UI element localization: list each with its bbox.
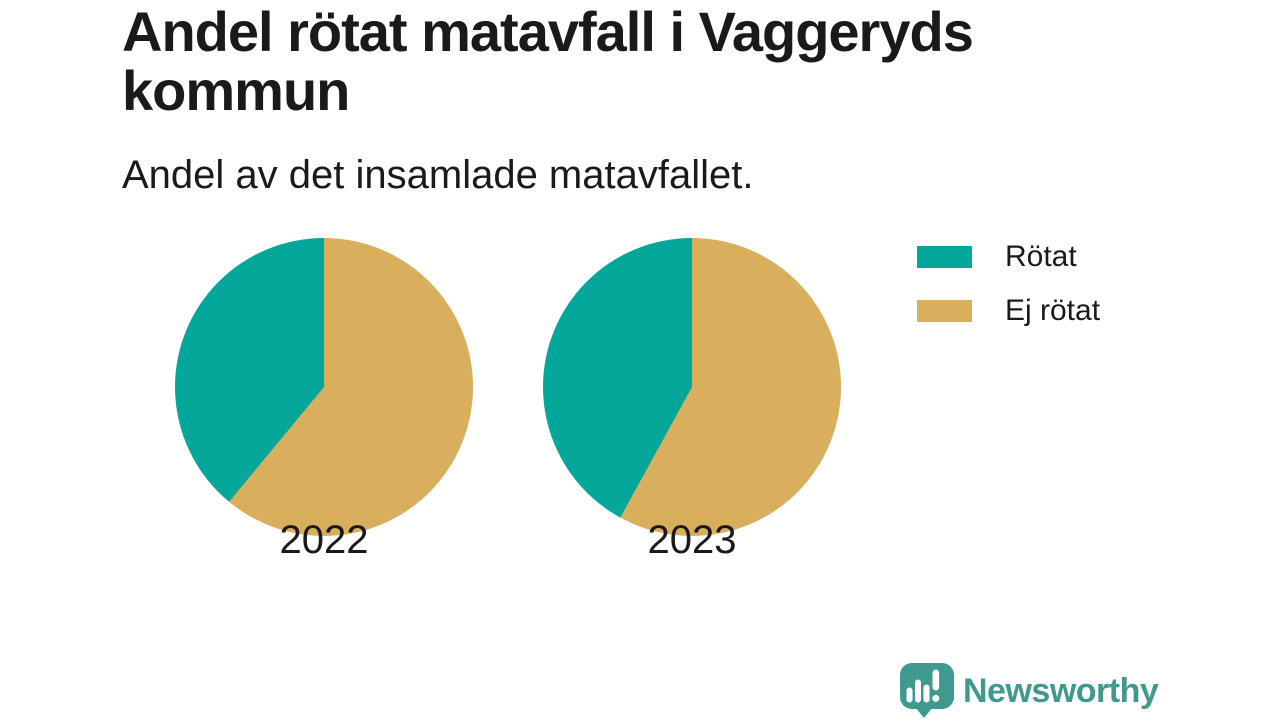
legend-swatch-ej-rotat [917,300,972,322]
pie-year-label-2022: 2022 [279,518,369,562]
pie-group-2022: 2022 [175,238,473,560]
pie-group-2023: 2023 [543,238,841,560]
pie-year-label-2023: 2023 [647,518,737,562]
newsworthy-branding: Newsworthy [900,663,1159,718]
legend-item-ej-rotat: Ej rötat [917,296,1100,326]
legend-item-rotat: Rötat [917,242,1100,272]
legend-label-rotat: Rötat [1005,240,1077,273]
pie-chart-2023 [543,238,841,536]
pie-chart-2022 [175,238,473,536]
chart-subtitle: Andel av det insamlade matavfallet. [122,153,754,197]
legend-label-ej-rotat: Ej rötat [1005,294,1101,327]
legend: Rötat Ej rötat [917,242,1100,350]
newsworthy-logo-text: Newsworthy [963,671,1159,710]
chart-title: Andel rötat matavfall i Vaggeryds kommun [122,0,974,122]
legend-swatch-rotat [917,246,972,268]
bar-chart-speech-bubble-icon [900,663,954,718]
